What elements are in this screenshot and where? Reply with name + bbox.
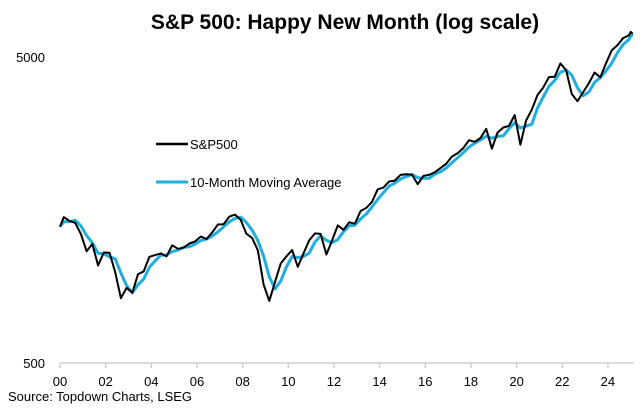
legend-label-sp500: S&P500 <box>190 137 238 152</box>
x-tick-label: 20 <box>509 374 523 389</box>
x-tick-label: 12 <box>327 374 341 389</box>
x-axis: 00 02 04 06 08 10 12 14 16 18 20 22 24 <box>53 362 634 389</box>
x-tick-label: 06 <box>190 374 204 389</box>
y-tick-label: 5000 <box>16 50 45 65</box>
x-tick-label: 04 <box>144 374 158 389</box>
sp500-line <box>59 30 634 302</box>
legend-label-moving-average: 10-Month Moving Average <box>190 175 342 190</box>
x-tick-label: 22 <box>555 374 569 389</box>
x-tick-label: 18 <box>464 374 478 389</box>
y-axis: 500 5000 <box>16 50 45 371</box>
moving-average-line <box>58 33 634 295</box>
x-tick-label: 00 <box>53 374 67 389</box>
source-note: Source: Topdown Charts, LSEG <box>8 389 192 404</box>
x-tick-label: 08 <box>235 374 249 389</box>
legend: S&P500 10-Month Moving Average <box>156 137 342 190</box>
x-tick-label: 02 <box>98 374 112 389</box>
y-tick-label: 500 <box>23 356 45 371</box>
plot-area <box>58 30 634 302</box>
x-tick-label: 14 <box>372 374 386 389</box>
x-tick-label: 16 <box>418 374 432 389</box>
x-tick-label: 10 <box>281 374 295 389</box>
x-tick-label: 24 <box>601 374 615 389</box>
chart-title: S&P 500: Happy New Month (log scale) <box>151 11 539 34</box>
